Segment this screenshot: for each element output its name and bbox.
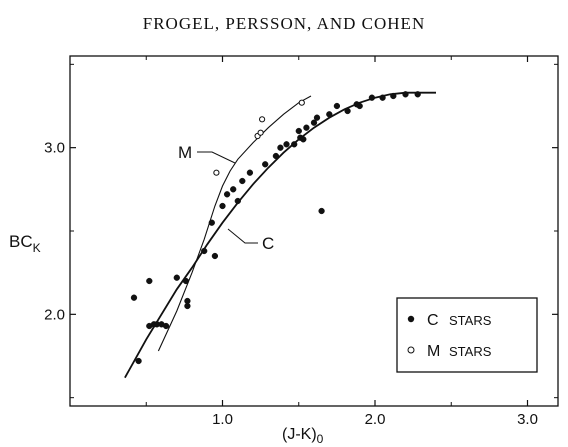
- ticks-layer: 1.0 2.0 3.0 2.0 3.0: [44, 56, 558, 428]
- x-tick-label: 2.0: [365, 411, 386, 428]
- data-point-c-star: [219, 202, 226, 210]
- curve-label-m: M: [178, 143, 192, 162]
- data-point-c-star: [201, 247, 208, 255]
- data-point-c-star: [402, 91, 409, 98]
- x-tick-label: 1.0: [212, 411, 233, 428]
- data-point-c-star: [379, 94, 386, 101]
- data-point-c-star: [208, 219, 215, 226]
- data-point-c-star: [295, 127, 302, 135]
- page-header: FROGEL, PERSSON, AND COHEN: [142, 14, 426, 33]
- data-point-c-star: [246, 169, 254, 176]
- curve-label-m-leader: [197, 151, 236, 164]
- data-point-c-star: [318, 207, 325, 215]
- curve-label-c: C: [262, 234, 274, 253]
- y-tick-label: 3.0: [44, 140, 65, 157]
- data-point-c-star: [414, 91, 421, 98]
- data-point-c-star: [211, 252, 219, 260]
- curve-label-c-leader: [227, 228, 258, 244]
- data-point-c-star: [239, 177, 246, 185]
- data-point-c-star: [390, 92, 397, 100]
- data-point-c-star: [344, 107, 351, 115]
- legend-marker-filled: [407, 315, 415, 323]
- legend-label-m-main: M: [427, 343, 440, 360]
- data-point-c-star: [368, 94, 376, 101]
- curve-m: [157, 95, 312, 352]
- data-point-c-star: [146, 277, 153, 285]
- data-point-m-star: [257, 129, 264, 136]
- data-point-c-star: [262, 161, 269, 168]
- legend-label-c-main: C: [427, 312, 439, 329]
- data-point-c-star: [234, 197, 241, 205]
- legend-label-m-rest: STARS: [449, 344, 492, 359]
- data-point-c-star: [356, 102, 363, 110]
- curve-c: [124, 91, 436, 379]
- data-point-c-star: [223, 191, 231, 198]
- points-layer: [130, 91, 421, 365]
- x-axis-label: (J-K)0: [282, 426, 324, 446]
- data-point-c-star: [182, 277, 190, 285]
- data-point-c-star: [272, 152, 280, 160]
- curves-layer: [124, 91, 436, 379]
- data-point-c-star: [130, 294, 138, 301]
- legend-marker-open: [407, 346, 415, 354]
- data-point-c-star: [333, 102, 341, 110]
- data-point-c-star: [277, 144, 284, 151]
- data-point-c-star: [303, 124, 310, 131]
- x-tick-label: 3.0: [517, 411, 538, 428]
- data-point-c-star: [135, 357, 142, 365]
- data-point-m-star: [213, 169, 220, 176]
- data-point-c-star: [283, 141, 290, 148]
- legend-label-c-rest: STARS: [449, 313, 492, 328]
- legend-box: [396, 297, 538, 373]
- data-point-c-star: [162, 322, 170, 330]
- data-point-c-star: [291, 141, 298, 148]
- data-point-c-star: [313, 114, 321, 121]
- y-tick-label: 2.0: [44, 306, 65, 323]
- data-point-c-star: [300, 136, 307, 143]
- data-point-c-star: [326, 111, 333, 118]
- data-point-c-star: [310, 119, 318, 126]
- data-point-c-star: [184, 302, 191, 310]
- data-point-m-star: [298, 99, 305, 106]
- data-point-c-star: [173, 274, 180, 281]
- data-point-c-star: [230, 186, 237, 193]
- data-point-m-star: [259, 116, 266, 123]
- y-axis-label: BCK: [9, 232, 41, 255]
- legend: C STARS M STARS: [396, 297, 538, 373]
